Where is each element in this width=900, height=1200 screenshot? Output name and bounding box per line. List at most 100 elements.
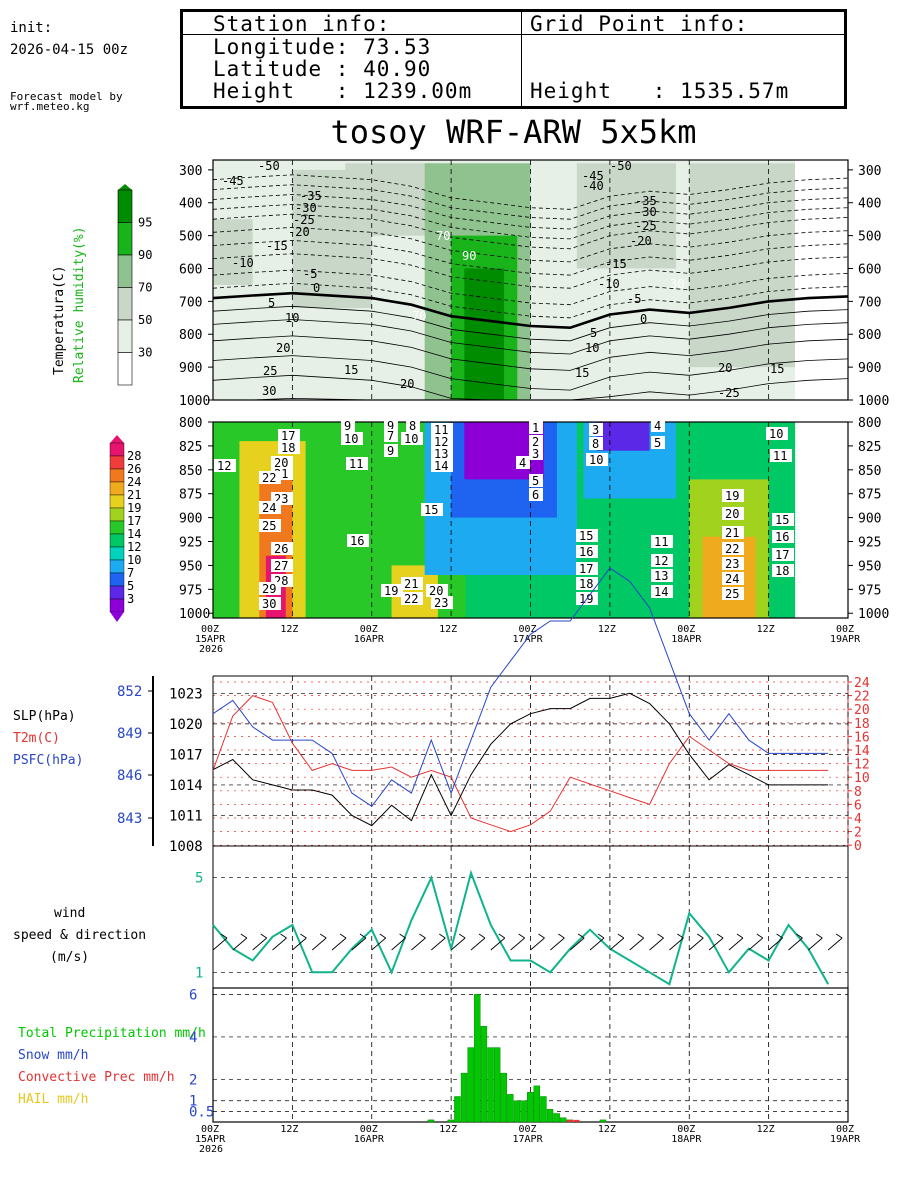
- temp-label-box: [722, 526, 744, 539]
- isotherm-label: -35: [635, 194, 657, 208]
- temp-label-box: [259, 501, 281, 514]
- isotherm: [212, 319, 849, 355]
- y-tick-label-left: 825: [179, 440, 202, 455]
- t2m-axis-label: 16: [854, 730, 870, 745]
- time-axis-top-date: 16APR: [354, 634, 385, 645]
- temp-label: 22: [725, 542, 739, 556]
- precip-bar: [533, 1085, 541, 1123]
- temp-label-box: [722, 572, 744, 585]
- isotherm-label: -5: [303, 267, 317, 281]
- time-axis-top-date: 17APR: [513, 634, 544, 645]
- isotherm-label: -5: [627, 292, 641, 306]
- temp-legend-label: 21: [127, 488, 141, 502]
- temp-legend-swatch: [109, 546, 125, 561]
- conv-bar: [566, 1119, 573, 1122]
- temp-label: 24: [262, 501, 276, 515]
- y-tick-label-right: 925: [858, 536, 881, 551]
- temp-legend-swatch: [109, 520, 125, 535]
- rh-legend-swatch: [117, 287, 133, 321]
- rh-legend-label: 50: [138, 313, 152, 327]
- temp-label: 7: [387, 429, 394, 443]
- y-tick-label-left: 800: [179, 328, 202, 343]
- time-axis-top-tick: 12Z: [598, 624, 616, 635]
- rh-legend-swatch: [117, 254, 133, 288]
- time-axis-top-tick: 12Z: [757, 624, 775, 635]
- temp-label-box: [772, 564, 794, 577]
- precip-bar: [480, 1026, 488, 1123]
- t2m-axis-label: 6: [854, 798, 862, 813]
- temp-legend-swatch: [109, 585, 125, 600]
- wind-barb: [419, 933, 426, 939]
- y-tick-label-left: 700: [179, 295, 202, 310]
- wind-barb: [220, 933, 228, 939]
- wind-barb: [240, 933, 248, 939]
- isotherm-label: 0: [313, 281, 320, 295]
- y-tick-label-right: 500: [858, 230, 881, 245]
- time-axis-top-tick: 00Z: [201, 624, 219, 635]
- isotherm: [212, 253, 849, 289]
- temp-legend-label: 19: [127, 501, 141, 515]
- temp-label: 13: [434, 447, 448, 461]
- isotherm-label: 5: [268, 296, 275, 310]
- temp-label-box: [214, 459, 236, 472]
- slp-axis-label: 1014: [169, 778, 203, 794]
- temp-label: 5: [654, 436, 661, 450]
- wind-barb: [518, 933, 525, 939]
- temp-label-box: [431, 447, 453, 460]
- wind-barb: [697, 933, 704, 939]
- temp-label: 12: [654, 554, 668, 568]
- temp-label-box: [384, 419, 398, 432]
- temp-label-box: [271, 559, 293, 572]
- wind-barb: [272, 937, 287, 951]
- rh-blank: [795, 160, 848, 400]
- psfc-axis-label: 852: [117, 684, 142, 700]
- temp-label-box: [259, 582, 281, 595]
- t2m-axis-label: 18: [854, 717, 870, 732]
- rh-legend-cap: [118, 184, 132, 190]
- t2m-axis-label: 12: [854, 758, 870, 773]
- temp-label: 12: [434, 435, 448, 449]
- precip-bar: [599, 1119, 607, 1123]
- temp-label-box: [347, 534, 369, 547]
- temp-label: 6: [532, 488, 539, 502]
- y-tick-label-right: 850: [858, 464, 881, 479]
- rh-band-4: [576, 163, 677, 269]
- temp-legend-label: 12: [127, 540, 141, 554]
- slp-axis-label: 1011: [169, 808, 203, 824]
- isotherm: [212, 355, 849, 391]
- temp-band: [596, 422, 650, 451]
- precip-axis-label: 6: [189, 987, 197, 1003]
- wind-barb: [470, 937, 486, 951]
- isotherm-label: -10: [232, 256, 254, 270]
- wind-barb: [530, 937, 545, 951]
- rh-legend-swatch: [117, 319, 133, 353]
- time-axis-bottom-tick: 00Z: [836, 1124, 854, 1135]
- chart-title: tosoy WRF-ARW 5x5km: [330, 113, 697, 151]
- isotherm-label: 20: [718, 361, 732, 375]
- temp-label-box: [651, 569, 673, 582]
- t2m-axis-label: 0: [854, 839, 862, 854]
- rh-label: 70: [412, 309, 426, 323]
- time-axis-bottom-date: 19APR: [830, 1134, 861, 1145]
- precip-total-label: Total Precipitation mm/h: [18, 1026, 206, 1041]
- wind-barb: [439, 933, 446, 939]
- conv-bar: [573, 1119, 580, 1122]
- y-tick-label-left: 850: [179, 464, 202, 479]
- temp-label-box: [651, 554, 673, 567]
- wind-barb: [490, 937, 506, 951]
- temp-label: 25: [725, 587, 739, 601]
- temp-label: 4: [654, 419, 661, 433]
- wind-barb: [371, 937, 387, 951]
- temp-legend-label: 7: [127, 566, 134, 580]
- wind-barb: [597, 933, 605, 939]
- wind-barb: [260, 933, 267, 939]
- temp-label: 23: [434, 596, 448, 610]
- y-tick-label-right: 400: [858, 197, 881, 212]
- wind-barb: [292, 937, 307, 951]
- temp-label: 27: [274, 559, 288, 573]
- t2m-label: T2m(C): [13, 731, 60, 746]
- temp-legend-swatch: [109, 572, 125, 587]
- temp-label-box: [770, 449, 792, 462]
- wind-barb: [232, 937, 248, 951]
